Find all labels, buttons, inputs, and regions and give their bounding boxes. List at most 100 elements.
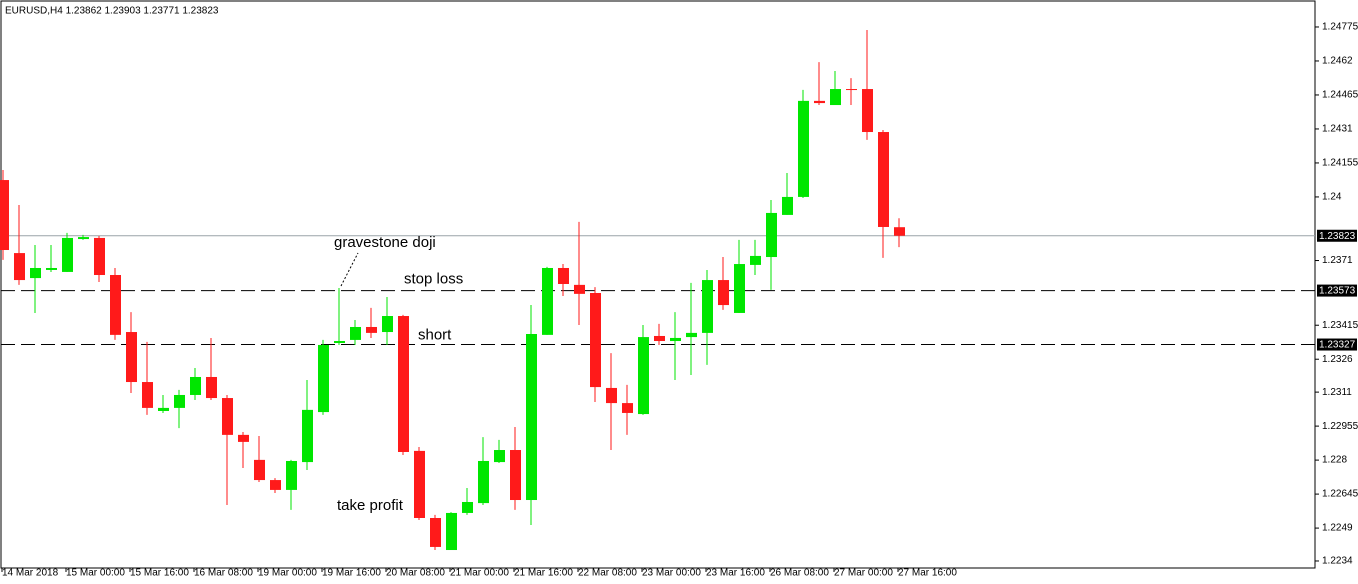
candle-body [286,460,297,490]
y-tick-label: 1.24155 [1322,158,1358,169]
chart-title: EURUSD,H4 1.23862 1.23903 1.23771 1.2382… [5,6,219,17]
candle-body [350,326,361,340]
candle-body [862,89,873,133]
x-tick-label: 23 Mar 16:00 [706,568,765,579]
candle-body [222,398,233,435]
x-tick-label: 20 Mar 08:00 [386,568,445,579]
candle-body [590,292,601,388]
candle-body [110,275,121,335]
candle-body [686,332,697,338]
candle-body [398,316,409,452]
plot-frame [0,0,1316,569]
line-annotation: short [418,326,452,343]
candle-body [238,434,249,442]
candle-body [558,267,569,284]
candle-body [334,341,345,343]
candle-body [174,394,185,408]
x-tick-label: 22 Mar 08:00 [578,568,637,579]
line-annotation: stop loss [404,271,463,288]
price-label-box [1317,229,1357,242]
y-tick-label: 1.22955 [1322,421,1358,432]
annotation: take profit [337,497,404,514]
x-tick-label: 23 Mar 00:00 [642,568,701,579]
candle-body [62,237,73,272]
candle-body [782,196,793,215]
y-tick-label: 1.2234 [1322,556,1353,567]
candle-body [766,212,777,258]
candle-body [206,376,217,399]
x-tick-label: 15 Mar 00:00 [66,568,125,579]
candle-body [494,450,505,463]
candle-body [846,89,857,91]
candle-body [702,280,713,333]
candle-body [190,376,201,395]
y-tick-label: 1.228 [1322,455,1347,466]
x-tick-label: 26 Mar 08:00 [770,568,829,579]
candle-body [0,180,9,251]
candle-body [94,237,105,276]
y-tick-label: 1.22645 [1322,489,1358,500]
candle-body [302,409,313,463]
y-tick-label: 1.24775 [1322,22,1358,33]
x-tick-label: 21 Mar 00:00 [450,568,509,579]
candle-body [142,382,153,408]
y-tick-label: 1.2462 [1322,56,1353,67]
candle-body [638,337,649,415]
x-tick-label: 14 Mar 2018 [2,568,59,579]
candle-body [670,337,681,342]
candle-body [126,332,137,383]
x-tick-label: 16 Mar 08:00 [194,568,253,579]
candle-body [254,459,265,481]
price-label: 1.23327 [1319,340,1356,351]
candle-body [30,267,41,279]
price-label: 1.23823 [1319,231,1356,242]
candle-body [574,284,585,294]
y-tick-label: 1.2371 [1322,255,1353,266]
y-tick-label: 1.2326 [1322,354,1353,365]
candle-body [510,450,521,501]
candle-body [270,480,281,490]
candle-body [430,517,441,547]
y-tick-label: 1.2431 [1322,124,1353,135]
candle-body [606,387,617,404]
candle-body [798,100,809,197]
candle-body [14,253,25,281]
candle-body [366,326,377,333]
y-tick-label: 1.2249 [1322,523,1353,534]
candle-body [654,335,665,342]
candle-body [830,89,841,106]
candle-body [318,344,329,413]
x-tick-label: 19 Mar 00:00 [258,568,317,579]
candle-body [414,450,425,518]
x-tick-label: 15 Mar 16:00 [130,568,189,579]
candle-body [382,316,393,333]
candle-body [734,264,745,313]
candle-body [462,501,473,513]
candle-body [814,100,825,104]
price-label-box [1317,338,1357,351]
candle-body [46,267,57,270]
y-tick-label: 1.2311 [1322,387,1352,398]
candle-body [718,280,729,306]
y-tick-label: 1.24465 [1322,90,1358,101]
price-label: 1.23573 [1319,286,1356,297]
x-tick-label: 27 Mar 16:00 [898,568,957,579]
candle-body [542,267,553,335]
x-tick-label: 21 Mar 16:00 [514,568,573,579]
candle-body [878,132,889,227]
y-tick-label: 1.23415 [1322,320,1358,331]
annotation: gravestone doji [334,234,436,251]
candle-body [478,460,489,504]
y-tick-label: 1.24 [1322,192,1342,203]
price-label-box [1317,284,1357,297]
candle-body [894,227,905,236]
candle-body [158,407,169,411]
x-tick-label: 27 Mar 00:00 [834,568,893,579]
candle-body [446,512,457,551]
candle-body [78,237,89,240]
candle-body [526,334,537,501]
candle-body [622,403,633,413]
x-tick-label: 19 Mar 16:00 [322,568,381,579]
candle-body [750,255,761,265]
